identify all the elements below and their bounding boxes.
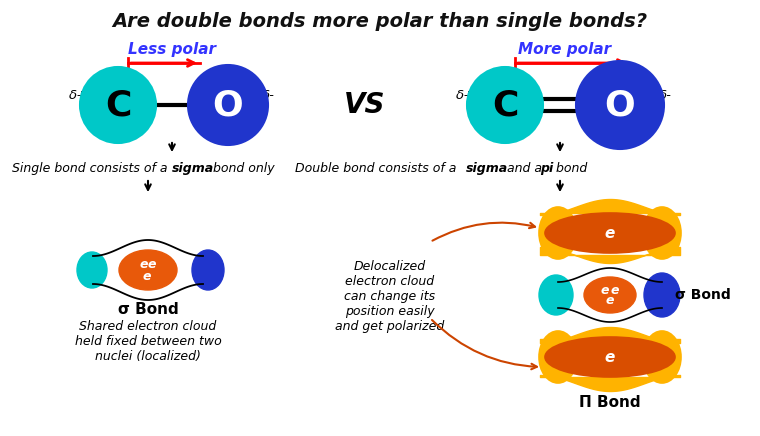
Text: e: e [600, 283, 610, 296]
Circle shape [467, 67, 543, 143]
Text: Double bond consists of a: Double bond consists of a [295, 162, 461, 175]
Text: sigma: sigma [172, 162, 214, 175]
Ellipse shape [545, 337, 675, 377]
Text: bond only: bond only [209, 162, 274, 175]
Text: δ+: δ+ [455, 89, 475, 102]
Text: C: C [105, 88, 131, 122]
Text: More polar: More polar [518, 42, 612, 57]
Ellipse shape [539, 331, 577, 383]
Ellipse shape [77, 252, 107, 288]
Text: σ Bond: σ Bond [118, 302, 179, 317]
Circle shape [188, 65, 268, 145]
Text: and a: and a [503, 162, 546, 175]
Ellipse shape [584, 277, 636, 313]
Text: e: e [143, 269, 151, 283]
Ellipse shape [119, 250, 177, 290]
Text: bond: bond [552, 162, 587, 175]
Ellipse shape [192, 250, 224, 290]
Text: Single bond consists of a: Single bond consists of a [12, 162, 172, 175]
Text: σ Bond: σ Bond [675, 288, 731, 302]
Text: Π Bond: Π Bond [579, 395, 641, 410]
Text: e: e [605, 350, 615, 364]
Ellipse shape [539, 207, 577, 259]
Text: O: O [213, 88, 243, 122]
Text: e: e [606, 294, 614, 307]
Ellipse shape [643, 207, 681, 259]
Text: δ-: δ- [261, 89, 274, 102]
Ellipse shape [644, 273, 680, 317]
Text: C: C [492, 88, 518, 122]
Text: Are double bonds more polar than single bonds?: Are double bonds more polar than single … [112, 12, 648, 31]
Ellipse shape [545, 213, 675, 253]
Text: Shared electron cloud
held fixed between two
nuclei (localized): Shared electron cloud held fixed between… [74, 320, 221, 363]
Text: δ-: δ- [659, 89, 671, 102]
Text: O: O [605, 88, 635, 122]
Text: Less polar: Less polar [128, 42, 216, 57]
Circle shape [80, 67, 156, 143]
Text: e: e [605, 225, 615, 241]
Text: VS: VS [344, 91, 386, 119]
Text: e: e [140, 259, 148, 272]
Text: Delocalized
electron cloud
can change its
position easily
and get polarized: Delocalized electron cloud can change it… [335, 260, 445, 333]
Ellipse shape [643, 331, 681, 383]
Circle shape [576, 61, 664, 149]
Text: e: e [147, 259, 157, 272]
Text: pi: pi [540, 162, 553, 175]
Text: sigma: sigma [466, 162, 508, 175]
Text: δ+: δ+ [68, 89, 87, 102]
Text: e: e [611, 283, 619, 296]
Ellipse shape [539, 275, 573, 315]
